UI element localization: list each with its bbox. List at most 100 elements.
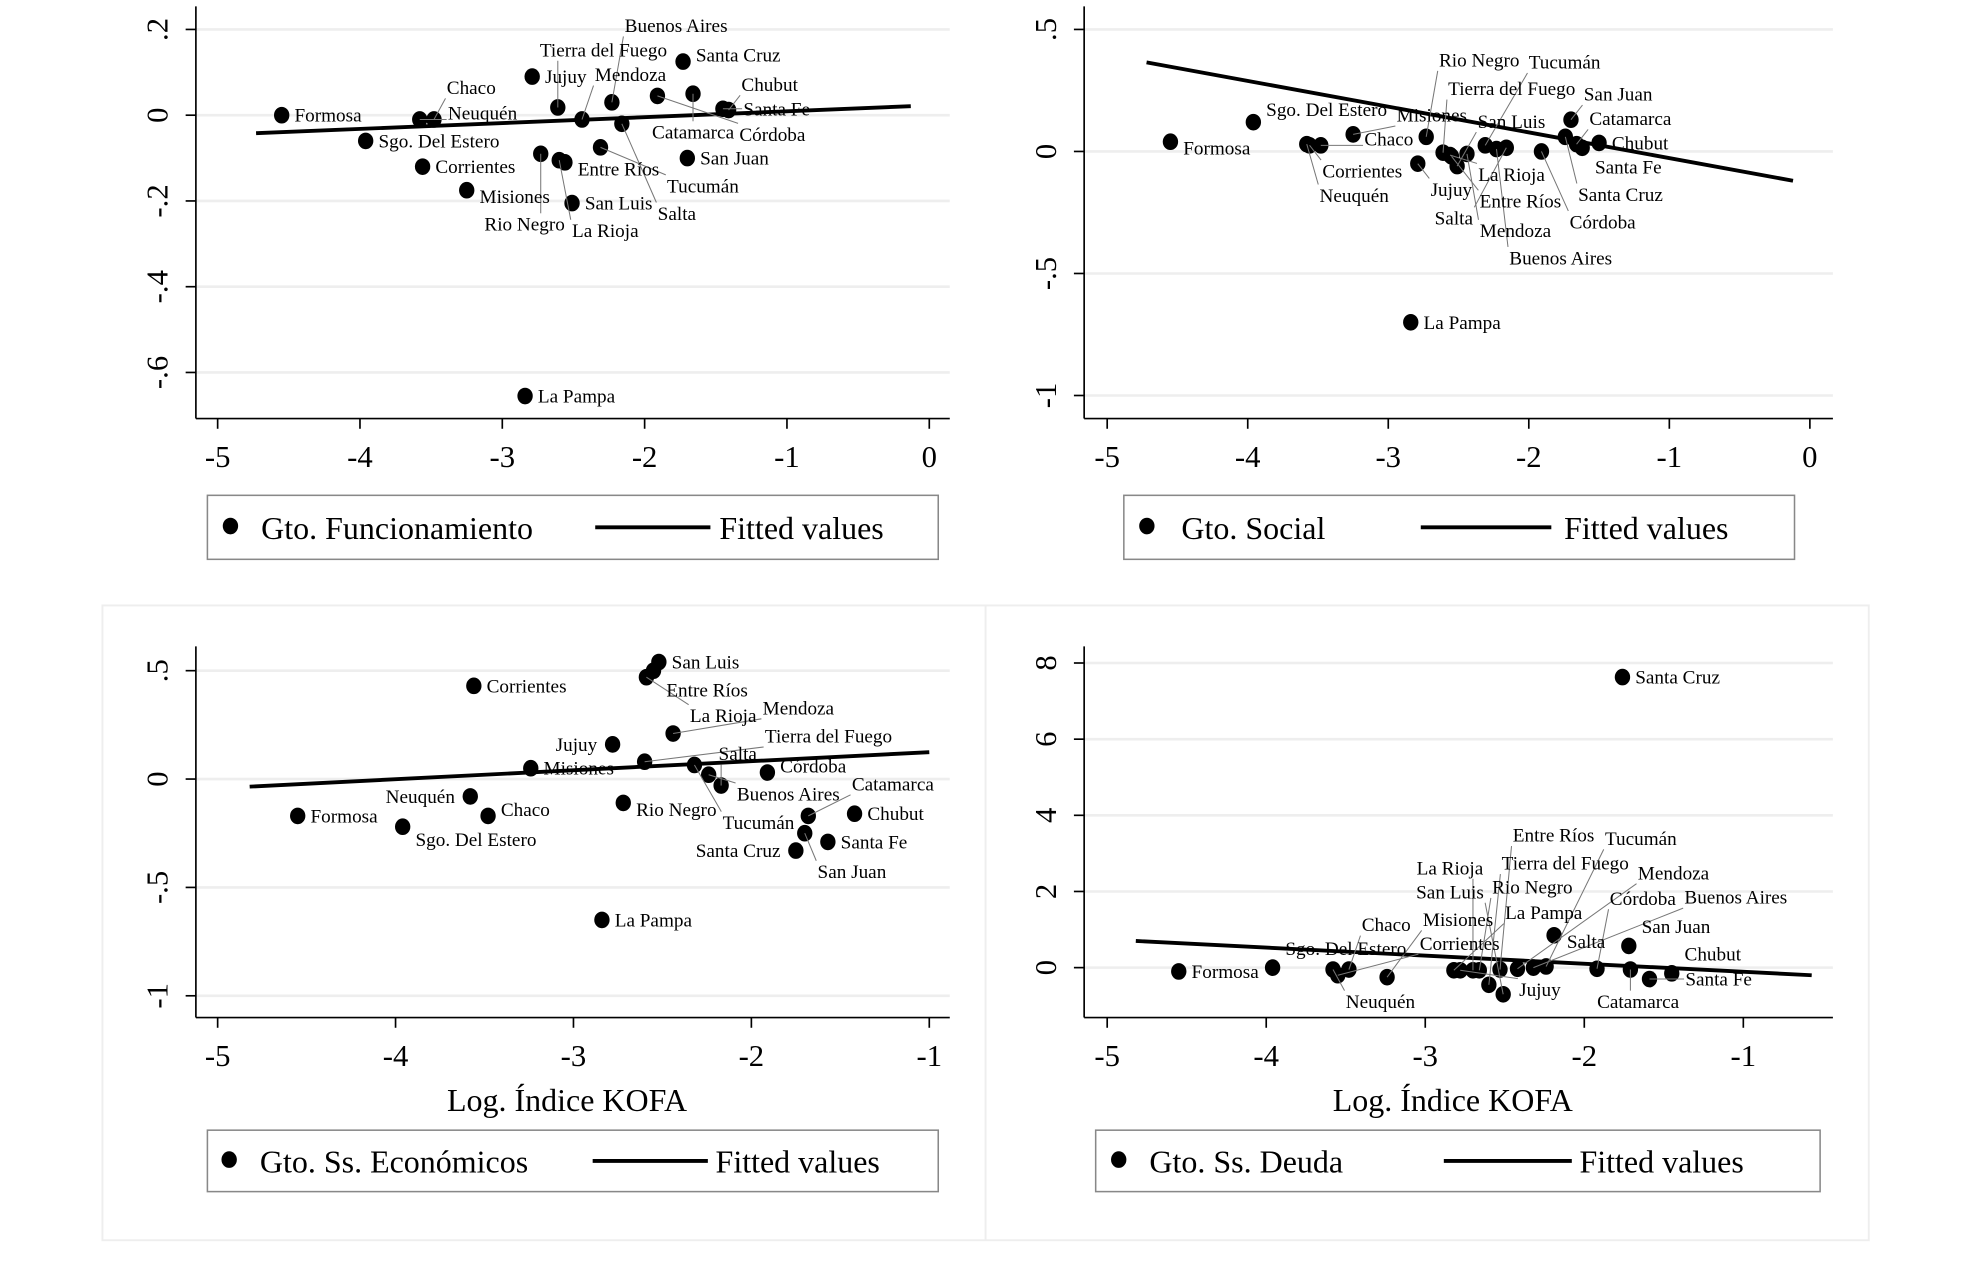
point-label: Corrientes <box>1420 934 1500 955</box>
label-leader-line <box>644 746 764 763</box>
legend-box <box>206 1129 940 1193</box>
data-point <box>788 842 804 859</box>
point-label: Chaco <box>501 800 550 821</box>
x-tick-label: -5 <box>205 440 231 474</box>
data-point <box>1162 133 1179 151</box>
point-label: Misiones <box>1423 910 1493 931</box>
x-tick-label: -2 <box>1571 1039 1597 1073</box>
point-label: La Pampa <box>615 910 693 931</box>
panels-group: .2 0 -.2 -.4 -.6 -5 -4 -3 -2 -1 0 La Pampa Formosa Sg… <box>141 6 1833 1193</box>
data-point <box>462 788 478 805</box>
label-leaders <box>644 676 851 861</box>
data-point <box>1574 139 1590 157</box>
data-point <box>517 387 533 405</box>
legend-marker-dot <box>1139 517 1155 535</box>
point-label: Santa Cruz <box>1578 185 1663 206</box>
label-leader-line <box>1348 935 1361 970</box>
point-label: Chubut <box>741 75 798 96</box>
label-leader-line <box>1545 849 1605 967</box>
data-point <box>594 911 610 929</box>
label-leader-line <box>808 794 851 817</box>
point-label: La Rioja <box>690 706 757 727</box>
point-label: San Luis <box>1478 112 1546 133</box>
data-point <box>820 833 836 851</box>
label-leader-line <box>673 718 762 735</box>
legend-label-fitted: Fitted values <box>1564 510 1728 546</box>
data-point <box>604 736 621 753</box>
point-label: La Pampa <box>538 387 616 408</box>
chart-panel-2: .5 0 -.5 -1 -5 -4 -3 -2 -1 0 La Pampa Formosa Sgo. D… <box>1029 6 1833 561</box>
point-label: Santa Cruz <box>696 841 781 862</box>
point-label: Jujuy <box>1519 980 1561 1001</box>
point-label: Misiones <box>480 187 550 208</box>
data-point <box>290 807 306 825</box>
data-point <box>1621 937 1637 955</box>
x-axis-title: Log. Índice KOFA <box>447 1082 687 1118</box>
point-label: La Rioja <box>572 221 639 242</box>
label-leader-line <box>728 95 741 111</box>
point-label: Catamarca <box>1589 109 1672 130</box>
legend-label-series: Gto. Ss. Económicos <box>260 1143 528 1179</box>
data-point <box>1591 134 1607 152</box>
data-point <box>1488 140 1505 158</box>
legend-label-fitted: Fitted values <box>716 1143 880 1179</box>
chart-panel-3: .5 0 -.5 -1 -5 -4 -3 -2 -1 Formosa Corrientes La Pa… <box>141 646 950 1193</box>
x-tick-label: -2 <box>739 1039 765 1073</box>
point-label: Chubut <box>1612 133 1669 154</box>
point-labels: Formosa Corrientes La Pampa Sgo. Del Estero… <box>311 653 935 932</box>
label-leader-line <box>600 146 666 176</box>
x-tick-label: -2 <box>1516 440 1542 474</box>
label-leader-line <box>1478 897 1492 971</box>
legend-label-series: Gto. Ss. Deuda <box>1149 1143 1343 1179</box>
label-leaders <box>1306 70 1589 247</box>
x-tick-label: -4 <box>1235 440 1261 474</box>
point-label: La Rioja <box>1417 858 1484 879</box>
point-label: Entre Ríos <box>1513 826 1595 847</box>
x-tick-label: -1 <box>1731 1039 1757 1073</box>
point-label: Catamarca <box>1597 992 1680 1013</box>
x-tick-label: 0 <box>922 440 937 474</box>
point-label: Tierra del Fuego <box>1448 79 1575 100</box>
point-label: Buenos Aires <box>1509 248 1612 269</box>
label-leader-line <box>1570 104 1583 121</box>
x-tick-label: -3 <box>1412 1039 1438 1073</box>
y-tick-label: 2 <box>1029 884 1063 899</box>
label-leader-line <box>1453 923 1505 971</box>
label-leader-line <box>708 774 736 784</box>
point-label: San Luis <box>585 194 653 215</box>
point-label: Rio Negro <box>484 215 564 236</box>
point-label: Rio Negro <box>1492 878 1572 899</box>
point-label: Corrientes <box>435 157 515 178</box>
legend: Gto. Ss. Deuda Fitted values <box>1094 1129 1821 1193</box>
point-label: Sgo. Del Estero <box>415 830 536 851</box>
point-label: San Luis <box>1416 882 1484 903</box>
point-label: Entre Ríos <box>1480 192 1562 213</box>
x-tick-label: -5 <box>205 1039 231 1073</box>
label-leader-line <box>646 676 689 706</box>
point-label: La Rioja <box>1478 165 1545 186</box>
label-leader-line <box>1460 969 1518 980</box>
point-label: Santa Fe <box>1595 158 1662 179</box>
label-leader-line <box>1466 153 1479 220</box>
y-tick-label: -1 <box>141 983 175 1009</box>
point-label: Formosa <box>1192 962 1260 983</box>
data-point <box>1403 313 1419 331</box>
legend-box <box>206 494 940 561</box>
point-label: Buenos Aires <box>625 16 728 37</box>
point-label: Misiones <box>544 759 614 780</box>
point-label: Misiones <box>1397 106 1467 127</box>
point-label: Corrientes <box>487 676 567 697</box>
label-leader-line <box>1309 145 1322 161</box>
point-label: Formosa <box>1183 139 1251 160</box>
point-label: Jujuy <box>545 67 587 88</box>
point-label: Rio Negro <box>636 800 716 821</box>
legend: Gto. Funcionamiento Fitted values <box>206 494 940 561</box>
label-leader-line <box>1337 953 1419 976</box>
y-tick-label: 0 <box>141 771 175 786</box>
point-label: Jujuy <box>556 735 598 756</box>
x-tick-label: -1 <box>916 1039 942 1073</box>
x-tick-label: -4 <box>1253 1039 1279 1073</box>
point-labels: La Pampa Formosa Sgo. Del Estero Corrientes… <box>1183 51 1672 334</box>
legend: Gto. Social Fitted values <box>1123 494 1796 561</box>
data-point <box>1533 143 1550 160</box>
